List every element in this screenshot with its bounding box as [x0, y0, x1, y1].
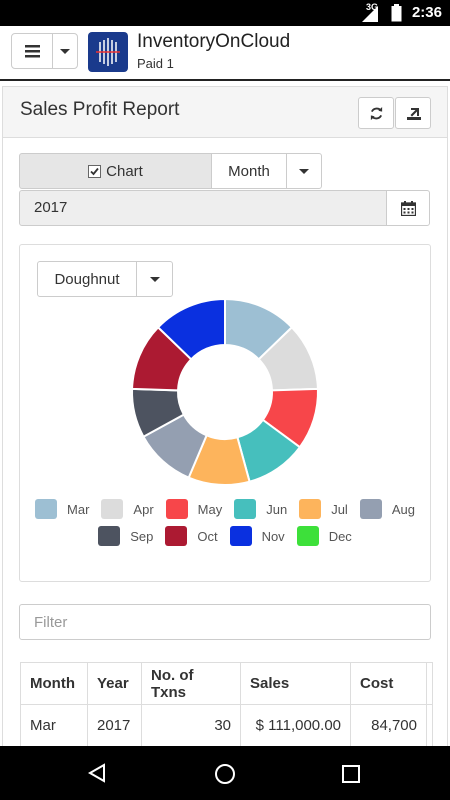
cell-sales: $ 111,000.00 — [240, 704, 351, 747]
period-dropdown-button[interactable] — [286, 153, 322, 189]
year-input[interactable]: 2017 — [19, 190, 387, 226]
legend-label: Mar — [67, 501, 90, 517]
doughnut-chart — [131, 297, 319, 486]
chevron-down-icon — [149, 276, 160, 282]
legend-label: Aug — [391, 501, 415, 517]
signal-icon — [362, 6, 378, 22]
legend-swatch — [101, 499, 124, 519]
legend-item-jul[interactable]: Jul — [299, 499, 348, 519]
legend-label: Oct — [197, 528, 218, 544]
checkbox-icon — [88, 164, 102, 178]
legend-item-dec[interactable]: Dec — [296, 526, 352, 546]
table-row[interactable]: Mar 2017 30 $ 111,000.00 84,700 — [20, 704, 433, 747]
period-label: Month — [228, 162, 270, 180]
legend-label: Dec — [328, 528, 352, 544]
legend-swatch — [359, 499, 382, 519]
hamburger-icon — [25, 45, 40, 58]
export-button[interactable] — [395, 97, 431, 129]
legend-item-apr[interactable]: Apr — [101, 499, 154, 519]
legend-swatch — [165, 499, 188, 519]
app-subtitle: Paid 1 — [137, 56, 174, 71]
legend-label: May — [197, 501, 223, 517]
legend-swatch — [296, 526, 319, 546]
chevron-down-icon — [60, 49, 70, 54]
chart-container — [19, 244, 431, 582]
legend-swatch — [165, 526, 188, 546]
cell-txns: 30 — [141, 704, 241, 747]
calendar-button[interactable] — [386, 190, 430, 226]
page-title: Sales Profit Report — [20, 99, 180, 120]
app-logo — [88, 32, 128, 72]
cell-cost: 84,700 — [350, 704, 427, 747]
cell-year: 2017 — [87, 704, 142, 747]
filter-input[interactable]: Filter — [19, 604, 431, 640]
period-select[interactable]: Month — [211, 153, 287, 189]
cell-overflow — [426, 704, 433, 747]
doughnut-slice-nov[interactable] — [156, 297, 226, 361]
home-icon[interactable] — [214, 763, 236, 785]
column-header-sales[interactable]: Sales — [240, 662, 351, 705]
column-header-month[interactable]: Month — [20, 662, 88, 705]
chart-type-text: Doughnut — [54, 270, 120, 288]
legend-label: Nov — [261, 528, 285, 544]
chart-toggle[interactable]: Chart — [19, 153, 212, 189]
menu-button[interactable] — [11, 33, 78, 69]
system-nav-bar — [0, 746, 450, 800]
chart-legend-row-2: Sep Oct Nov Dec — [0, 526, 450, 546]
chart-toggle-label: Chart — [106, 162, 143, 180]
back-icon[interactable] — [87, 763, 107, 783]
refresh-button[interactable] — [358, 97, 394, 129]
table-header-row: Month Year No. of Txns Sales Cost — [20, 662, 433, 705]
legend-label: Jul — [331, 501, 348, 517]
cell-month: Mar — [20, 704, 88, 747]
calendar-icon — [401, 201, 416, 216]
legend-label: Sep — [130, 528, 154, 544]
clock: 2:36 — [411, 4, 442, 21]
battery-icon — [391, 4, 402, 22]
legend-swatch — [98, 526, 121, 546]
chart-type-dropdown-button[interactable] — [136, 261, 173, 297]
legend-label: Apr — [133, 501, 154, 517]
legend-label: Jun — [266, 501, 288, 517]
legend-item-nov[interactable]: Nov — [229, 526, 285, 546]
chevron-down-icon — [299, 168, 309, 174]
legend-swatch — [229, 526, 252, 546]
recents-icon[interactable] — [342, 765, 360, 783]
status-bar: 3G 2:36 — [0, 0, 450, 26]
legend-item-oct[interactable]: Oct — [165, 526, 218, 546]
legend-item-mar[interactable]: Mar — [35, 499, 89, 519]
legend-swatch — [299, 499, 322, 519]
column-header-overflow — [426, 662, 433, 705]
column-header-year[interactable]: Year — [87, 662, 142, 705]
network-indicator: 3G — [365, 2, 378, 12]
legend-item-aug[interactable]: Aug — [359, 499, 415, 519]
legend-swatch — [35, 499, 58, 519]
refresh-icon — [370, 106, 383, 121]
column-header-txns[interactable]: No. of Txns — [141, 662, 241, 705]
app-header: InventoryOnCloud Paid 1 — [0, 26, 450, 81]
panel-header: Sales Profit Report — [3, 87, 447, 138]
chart-type-select[interactable]: Doughnut — [37, 261, 173, 297]
legend-item-jun[interactable]: Jun — [234, 499, 287, 519]
legend-item-may[interactable]: May — [165, 499, 223, 519]
export-icon — [407, 108, 421, 120]
chart-type-label[interactable]: Doughnut — [37, 261, 137, 297]
report-table: Month Year No. of Txns Sales Cost Mar 20… — [20, 662, 433, 747]
legend-item-sep[interactable]: Sep — [98, 526, 153, 546]
chart-legend-row-1: Mar Apr May Jun Jul Aug — [0, 499, 450, 519]
column-header-cost[interactable]: Cost — [350, 662, 427, 705]
legend-swatch — [234, 499, 257, 519]
app-title: InventoryOnCloud — [137, 31, 291, 52]
